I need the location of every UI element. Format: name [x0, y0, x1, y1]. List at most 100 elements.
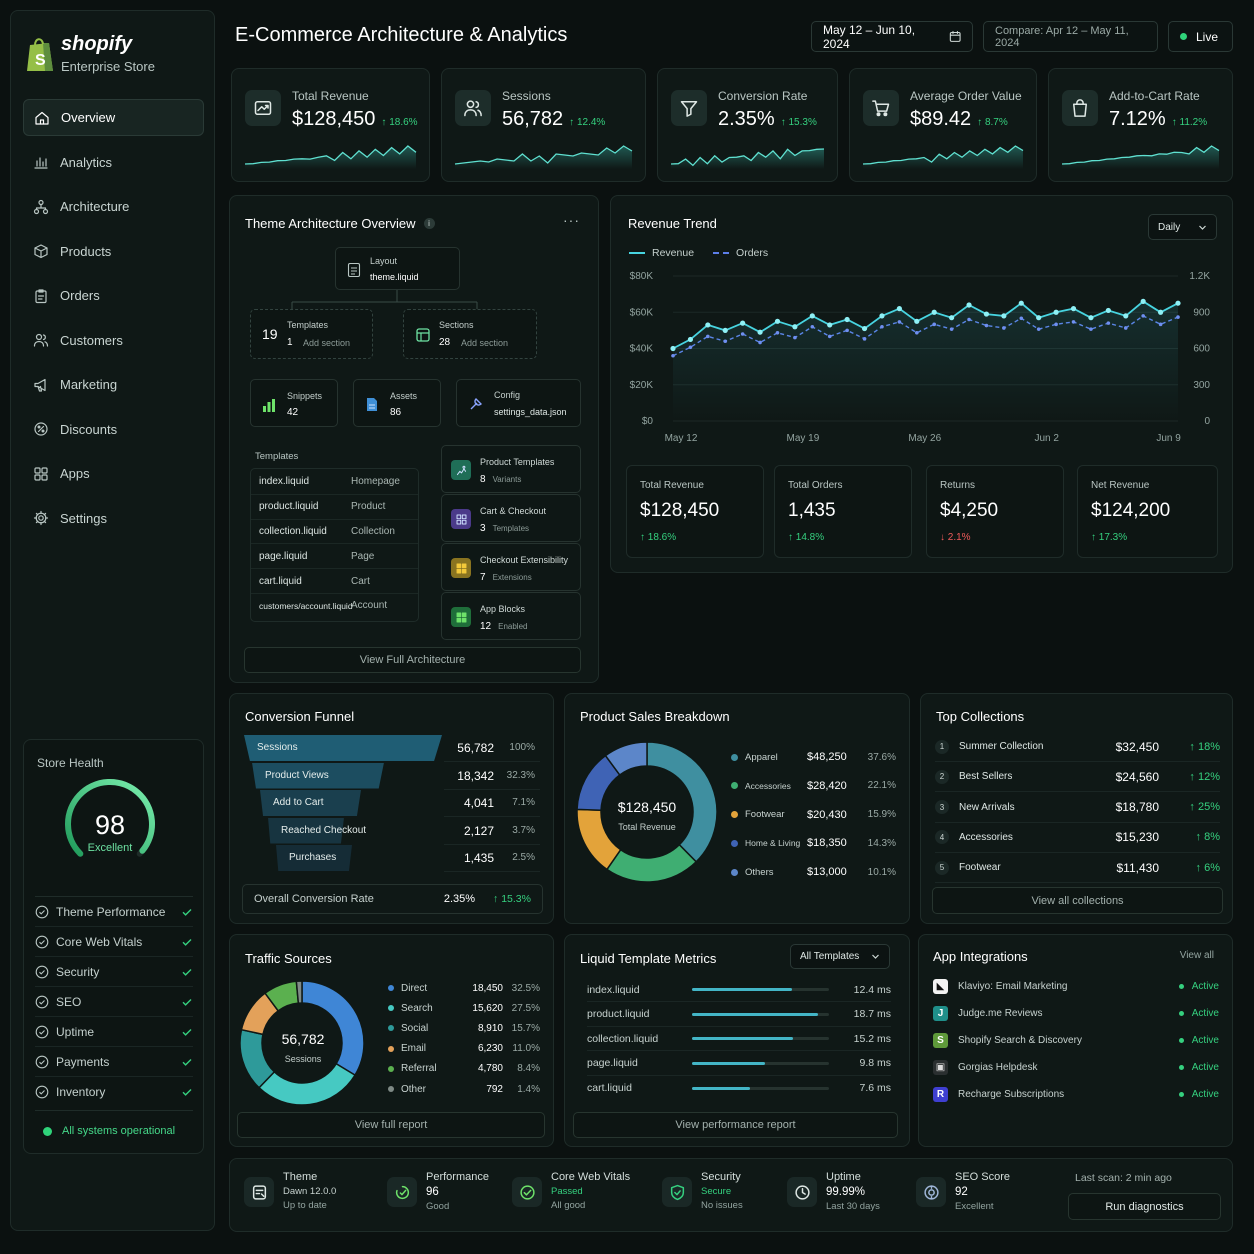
more-options-icon[interactable]: ···	[563, 212, 580, 228]
traffic-source-row[interactable]: Search 15,620 27.5%	[388, 998, 540, 1018]
kpi-card[interactable]: Sessions 56,782 ↑ 12.4%	[441, 68, 646, 182]
table-row[interactable]: customers/account.liquid Account	[251, 592, 418, 618]
collection-row[interactable]: 4 Accessories $15,230 ↑ 8%	[935, 823, 1220, 853]
diagnostic-item[interactable]: Core Web Vitals Passed All good	[512, 1171, 630, 1221]
collection-row[interactable]: 3 New Arrivals $18,780 ↑ 25%	[935, 793, 1220, 823]
traffic-source-row[interactable]: Referral 4,780 8.4%	[388, 1059, 540, 1079]
funnel-row[interactable]: Sessions 56,782 100%	[244, 735, 540, 762]
render-time: 15.2 ms	[853, 1032, 891, 1045]
integration-row[interactable]: ▣ Gorgias Helpdesk Active	[933, 1054, 1219, 1081]
template-metric-row[interactable]: page.liquid 9.8 ms	[587, 1052, 891, 1076]
diagnostic-item[interactable]: SEO Score 92 Excellent	[916, 1171, 1010, 1221]
template-card[interactable]: Checkout Extensibility 7 Extensions	[441, 543, 581, 591]
granularity-select[interactable]: Daily	[1148, 214, 1217, 240]
run-diagnostics-button[interactable]: Run diagnostics	[1068, 1193, 1221, 1220]
sections-node[interactable]: Sections 28 Add section	[403, 309, 537, 359]
traffic-source-row[interactable]: Other 792 1.4%	[388, 1079, 540, 1099]
orders-point	[758, 340, 762, 345]
view-all-integrations-link[interactable]: View all	[1179, 950, 1214, 961]
funnel-row[interactable]: Reached Checkout 2,127 3.7%	[244, 817, 540, 845]
revenue-point	[879, 313, 885, 319]
diagnostic-item[interactable]: Theme Dawn 12.0.0 Up to date	[244, 1171, 336, 1221]
diagnostic-item[interactable]: Performance 96 Good	[387, 1171, 489, 1221]
funnel-pct: 2.5%	[512, 852, 535, 863]
traffic-source-row[interactable]: Direct 18,450 32.5%	[388, 978, 540, 998]
sales-slice-others[interactable]	[604, 741, 648, 777]
kpi-card[interactable]: Average Order Value $89.42 ↑ 8.7%	[849, 68, 1037, 182]
config-node[interactable]: Config settings_data.json	[456, 379, 581, 427]
diagnostic-item[interactable]: Uptime 99.99% Last 30 days	[787, 1171, 880, 1221]
traffic-source-row[interactable]: Email 6,230 11.0%	[388, 1039, 540, 1059]
diagnostic-item[interactable]: Security Secure No issues	[662, 1171, 743, 1221]
health-item: Core Web Vitals	[35, 926, 193, 956]
template-card[interactable]: App Blocks 12 Enabled	[441, 592, 581, 640]
collection-row[interactable]: 2 Best Sellers $24,560 ↑ 12%	[935, 762, 1220, 793]
legend-item[interactable]: Accessories $28,420 22.1%	[731, 776, 896, 796]
template-card[interactable]: Product Templates 8 Variants	[441, 445, 581, 493]
collection-row[interactable]: 1 Summer Collection $32,450 ↑ 18%	[935, 732, 1220, 762]
funnel-row[interactable]: Purchases 1,435 2.5%	[244, 845, 540, 872]
sidebar-item-architecture[interactable]: Architecture	[23, 188, 204, 225]
template-filter-select[interactable]: All Templates	[790, 944, 890, 969]
traffic-slice-search[interactable]	[257, 1062, 357, 1106]
integration-row[interactable]: S Shopify Search & Discovery Active	[933, 1027, 1219, 1054]
kpi-card[interactable]: Total Revenue $128,450 ↑ 18.6%	[231, 68, 430, 182]
layout-node[interactable]: Layout theme.liquid	[335, 247, 460, 290]
info-icon[interactable]: i	[423, 218, 435, 229]
templates-node[interactable]: 19 Templates 1 Add section	[250, 309, 373, 359]
funnel-row[interactable]: Product Views 18,342 32.3%	[244, 762, 540, 790]
diagnostic-value: 99.99%	[826, 1186, 866, 1198]
summary-card: Net Revenue $124,200 ↑ 17.3%	[1077, 465, 1218, 558]
sidebar-item-discounts[interactable]: Discounts	[23, 411, 204, 448]
x-tick: Jun 9	[1156, 433, 1181, 444]
integration-row[interactable]: ◣ Klaviyo: Email Marketing Active	[933, 973, 1219, 1000]
kpi-card[interactable]: Conversion Rate 2.35% ↑ 15.3%	[657, 68, 838, 182]
divider	[444, 816, 540, 817]
legend-item[interactable]: Others $13,000 10.1%	[731, 862, 896, 882]
summary-delta: ↑ 14.8%	[788, 532, 825, 543]
sidebar-item-products[interactable]: Products	[23, 233, 204, 270]
legend-item[interactable]: Footwear $20,430 15.9%	[731, 805, 896, 825]
traffic-source-row[interactable]: Social 8,910 15.7%	[388, 1018, 540, 1038]
template-metric-row[interactable]: collection.liquid 15.2 ms	[587, 1027, 891, 1052]
sidebar-item-marketing[interactable]: Marketing	[23, 366, 204, 403]
template-metric-row[interactable]: cart.liquid 7.6 ms	[587, 1076, 891, 1100]
view-performance-report-button[interactable]: View performance report	[573, 1112, 898, 1138]
live-toggle[interactable]: Live	[1168, 21, 1233, 52]
integration-row[interactable]: R Recharge Subscriptions Active	[933, 1081, 1219, 1108]
collection-row[interactable]: 5 Footwear $11,430 ↑ 6%	[935, 853, 1220, 884]
template-card[interactable]: Cart & Checkout 3 Templates	[441, 494, 581, 542]
table-row[interactable]: product.liquid Product	[251, 493, 418, 519]
sidebar-item-customers[interactable]: Customers	[23, 322, 204, 359]
snippets-node[interactable]: Snippets 42	[250, 379, 338, 427]
integration-row[interactable]: J Judge.me Reviews Active	[933, 1000, 1219, 1027]
table-row[interactable]: cart.liquid Cart	[251, 568, 418, 593]
sidebar-item-settings[interactable]: Settings	[23, 500, 204, 537]
bar-chart-icon	[33, 154, 49, 170]
table-row[interactable]: collection.liquid Collection	[251, 518, 418, 544]
source-value: 792	[486, 1083, 503, 1095]
date-range-picker[interactable]: May 12 – Jun 10, 2024	[811, 21, 973, 52]
sidebar-item-overview[interactable]: Overview	[23, 99, 204, 136]
legend-item[interactable]: Apparel $48,250 37.6%	[731, 747, 896, 767]
legend-item[interactable]: Home & Living $18,350 14.3%	[731, 833, 896, 853]
funnel-row[interactable]: Add to Cart 4,041 7.1%	[244, 790, 540, 817]
view-full-report-button[interactable]: View full report	[237, 1112, 545, 1138]
sidebar-item-analytics[interactable]: Analytics	[23, 144, 204, 181]
sales-slice-footwear[interactable]	[577, 808, 622, 871]
template-metric-row[interactable]: index.liquid 12.4 ms	[587, 978, 891, 1002]
traffic-slice-other[interactable]	[295, 980, 303, 1004]
sidebar-item-apps[interactable]: Apps	[23, 455, 204, 492]
kpi-card[interactable]: Add-to-Cart Rate 7.12% ↑ 11.2%	[1048, 68, 1233, 182]
sidebar-item-orders[interactable]: Orders	[23, 277, 204, 314]
source-pct: 1.4%	[517, 1083, 540, 1095]
view-full-architecture-button[interactable]: View Full Architecture	[244, 647, 581, 673]
compare-range[interactable]: Compare: Apr 12 – May 11, 2024	[983, 21, 1158, 52]
assets-node[interactable]: Assets 86	[353, 379, 441, 427]
table-row[interactable]: index.liquid Homepage	[251, 469, 418, 494]
table-row[interactable]: page.liquid Page	[251, 543, 418, 568]
view-all-collections-button[interactable]: View all collections	[932, 887, 1223, 914]
date-range-text: May 12 – Jun 10, 2024	[823, 22, 916, 51]
template-metric-row[interactable]: product.liquid 18.7 ms	[587, 1003, 891, 1027]
brand[interactable]: S shopify Enterprise Store	[25, 33, 155, 74]
